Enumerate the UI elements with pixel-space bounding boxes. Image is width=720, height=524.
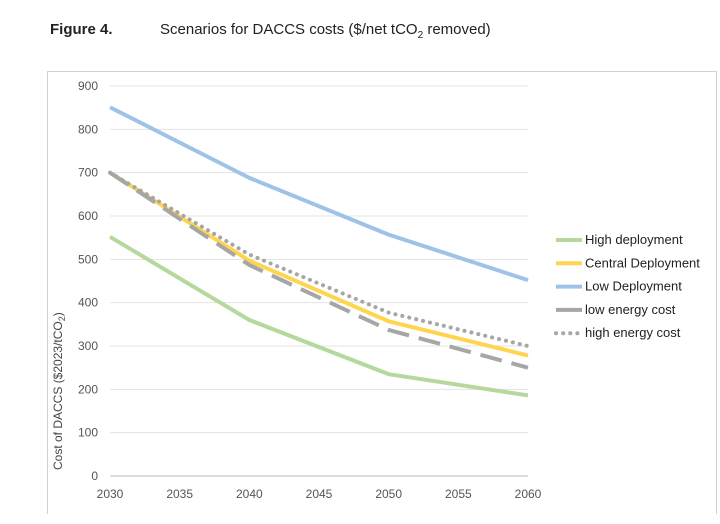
x-tick-label: 2040 — [236, 487, 263, 501]
legend-label-0: High deployment — [585, 232, 683, 247]
x-axis-ticks: 2030 2035 2040 2045 2050 2055 2060 — [97, 487, 542, 501]
series-line-3 — [108, 170, 529, 370]
x-tick-label: 2055 — [445, 487, 472, 501]
y-axis-label: Cost of DACCS ($2023/tCO2) — [51, 312, 67, 470]
y-tick-label: 600 — [78, 209, 98, 223]
x-tick-label: 2060 — [515, 487, 542, 501]
legend-label-3: low energy cost — [585, 302, 676, 317]
series-line-4 — [108, 170, 530, 348]
figure-title-main: Scenarios for DACCS costs ($/net tCO — [160, 21, 418, 38]
x-tick-label: 2045 — [306, 487, 333, 501]
x-tick-label: 2035 — [166, 487, 193, 501]
series-line-0 — [108, 235, 529, 398]
series-lines — [108, 105, 530, 398]
x-tick-label: 2050 — [375, 487, 402, 501]
figure-title-tail: removed) — [423, 21, 491, 38]
y-tick-label: 0 — [91, 469, 98, 483]
y-tick-label: 700 — [78, 166, 98, 180]
y-tick-label: 500 — [78, 252, 98, 266]
figure-title-subscript: 2 — [417, 30, 424, 41]
legend-label-2: Low Deployment — [585, 279, 682, 294]
gridlines — [110, 85, 528, 477]
y-axis-ticks: 0 100 200 300 400 500 600 700 800 900 — [78, 79, 98, 483]
figure-title: Scenarios for DACCS costs ($/net tCO2 re… — [160, 21, 491, 41]
legend: High deployment Central Deployment Low Dep… — [554, 232, 700, 340]
figure-label: Figure 4. — [50, 21, 113, 38]
y-tick-label: 200 — [78, 382, 98, 396]
series-line-1 — [108, 170, 529, 358]
y-tick-label: 300 — [78, 339, 98, 353]
chart-frame — [47, 71, 717, 514]
legend-label-4: high energy cost — [585, 325, 681, 340]
y-tick-label: 800 — [78, 122, 98, 136]
y-tick-label: 400 — [78, 296, 98, 310]
series-line-2 — [109, 105, 529, 283]
x-tick-label: 2030 — [97, 487, 124, 501]
y-tick-label: 900 — [78, 79, 98, 93]
y-tick-label: 100 — [78, 426, 98, 440]
legend-label-1: Central Deployment — [585, 255, 700, 270]
